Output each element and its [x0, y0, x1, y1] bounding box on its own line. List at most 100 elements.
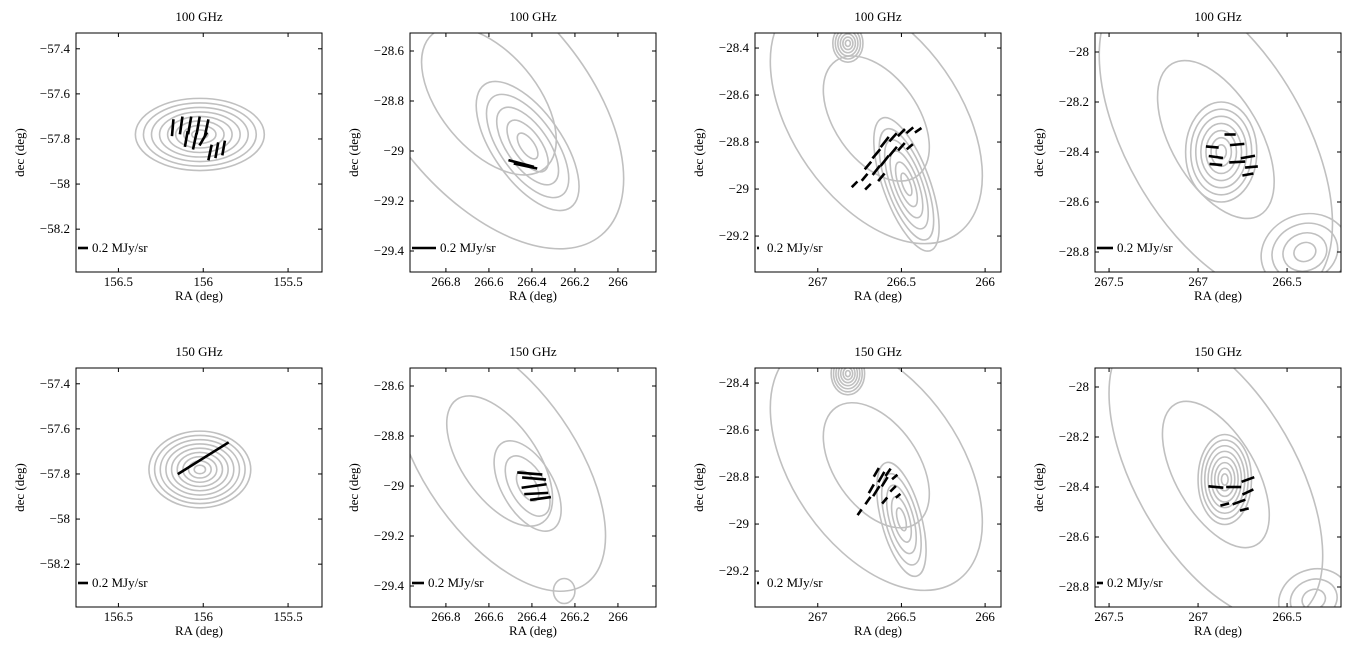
panel-title: 100 GHz [854, 9, 902, 24]
contour [142, 102, 258, 167]
polarization-vector [850, 180, 859, 189]
polarization-vector [856, 508, 863, 516]
polarization-vector [863, 160, 873, 171]
y-tick-label: −28.8 [1059, 579, 1089, 594]
plot-area [1108, 368, 1341, 607]
y-tick-label: −57.6 [40, 86, 71, 101]
contour [134, 97, 266, 172]
polarization-vector [905, 143, 914, 151]
x-tick-label: 155.5 [273, 274, 302, 289]
x-tick-label: 266 [975, 274, 995, 289]
contour [1289, 578, 1338, 607]
contour [1194, 115, 1248, 189]
contour [159, 438, 241, 501]
contour [1215, 144, 1228, 160]
y-tick-label: −28.4 [1059, 144, 1090, 159]
polarization-vector [1240, 154, 1256, 160]
y-tick-label: −58 [50, 176, 70, 191]
contour [170, 447, 229, 492]
polarization-vector [888, 146, 898, 157]
contour [769, 33, 984, 245]
polarization-vector [1208, 485, 1224, 489]
y-tick-label: −29.4 [374, 578, 405, 593]
contour [493, 440, 562, 532]
panel-title: 100 GHz [175, 9, 223, 24]
contour [1098, 33, 1334, 272]
contour [883, 139, 930, 230]
contour [1217, 467, 1233, 492]
x-tick-label: 266.8 [431, 274, 460, 289]
y-axis-label: dec (deg) [1031, 463, 1046, 512]
x-tick-label: 266 [608, 609, 628, 624]
contour [420, 33, 558, 176]
y-tick-label: −57.4 [40, 41, 71, 56]
polarization-vector [1241, 488, 1254, 496]
x-tick-label: 266.5 [887, 609, 916, 624]
contour [165, 443, 235, 496]
polarization-vector [178, 116, 184, 135]
scale-label: 0.2 MJy/sr [440, 240, 496, 255]
polarization-vector [879, 154, 890, 167]
y-tick-label: −28.2 [1059, 94, 1089, 109]
y-tick-label: −29.2 [719, 228, 749, 243]
contour [839, 368, 856, 384]
axes-box [409, 32, 657, 273]
x-tick-label: 266 [975, 609, 995, 624]
polarization-vector [207, 144, 213, 161]
contour [842, 368, 854, 381]
contour [844, 39, 852, 48]
panel-title: 150 GHz [1194, 344, 1242, 359]
contour [878, 127, 935, 241]
axes-box [754, 32, 1002, 273]
x-tick-label: 266.4 [517, 274, 547, 289]
y-tick-label: −57.6 [40, 421, 71, 436]
polarization-vector [864, 496, 872, 505]
y-tick-label: −29 [384, 143, 404, 158]
contour [1200, 122, 1243, 182]
polarization-vector [1205, 145, 1219, 149]
contour [1210, 136, 1233, 168]
x-tick-label: 267 [1188, 609, 1208, 624]
scale-label: 0.2 MJy/sr [1117, 240, 1173, 255]
polarization-vector [195, 116, 201, 135]
x-tick-label: 155.5 [273, 609, 302, 624]
contour [1184, 101, 1258, 203]
y-tick-label: −28.8 [374, 93, 404, 108]
polarization-vector [529, 495, 552, 502]
x-axis-label: RA (deg) [854, 288, 902, 303]
contour [166, 115, 233, 154]
scale-label: 0.2 MJy/sr [1107, 575, 1163, 590]
y-tick-label: −29.4 [374, 243, 405, 258]
y-axis-label: dec (deg) [12, 463, 27, 512]
contour [842, 36, 854, 51]
x-tick-label: 267 [808, 274, 828, 289]
y-tick-label: −29.2 [374, 528, 404, 543]
y-tick-label: −28.6 [719, 87, 750, 102]
polarization-vector [191, 132, 198, 150]
y-axis-label: dec (deg) [1031, 128, 1046, 177]
contour [410, 368, 607, 593]
contour [1156, 59, 1275, 220]
polarization-vector [872, 467, 880, 478]
contour [1293, 241, 1317, 263]
x-tick-label: 156.5 [104, 274, 133, 289]
polarization-vector [867, 483, 875, 494]
contour [1189, 108, 1253, 196]
contour [1161, 400, 1271, 549]
y-tick-label: −57.8 [40, 131, 70, 146]
contour [822, 55, 931, 182]
contour [1260, 212, 1341, 272]
y-tick-label: −28 [1069, 44, 1089, 59]
polarization-vector [872, 485, 881, 497]
y-tick-label: −28.8 [719, 134, 749, 149]
y-tick-label: −28.6 [719, 422, 750, 437]
y-tick-label: −57.8 [40, 466, 70, 481]
contour [880, 472, 922, 566]
polarization-vector [864, 182, 872, 191]
contour [1282, 232, 1328, 272]
plot-area [134, 97, 266, 172]
contour [504, 455, 551, 517]
contour [475, 80, 580, 212]
panel-title: 150 GHz [175, 344, 223, 359]
